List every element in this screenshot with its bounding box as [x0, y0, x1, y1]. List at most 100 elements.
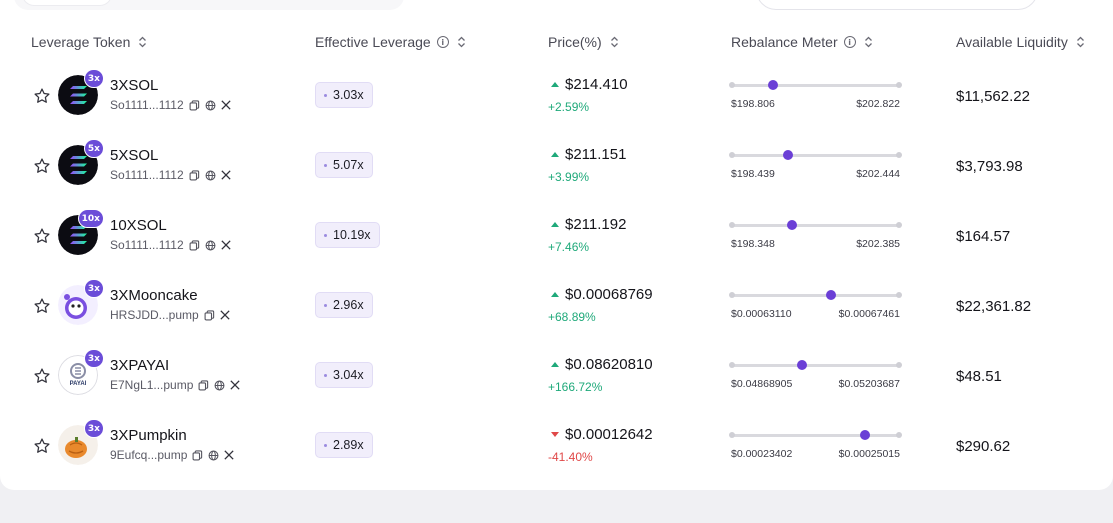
- table-row[interactable]: PAYAI 3x 3XPAYAI E7NgL1...pump 3.04x $0.08620…: [0, 344, 1113, 414]
- meter-high-value: $202.385: [856, 238, 900, 250]
- price-change: +7.46%: [548, 240, 590, 254]
- table-row[interactable]: 3x 3XPumpkin 9Eufcq...pump 2.89x $0.00012642…: [0, 414, 1113, 484]
- favorite-star-icon[interactable]: [33, 367, 51, 385]
- favorite-star-icon[interactable]: [33, 157, 51, 175]
- table-row[interactable]: 10x 10XSOL So1111...1112 10.19x $211.192 +7.4…: [0, 204, 1113, 274]
- column-header-leverage-token[interactable]: Leverage Token: [31, 34, 147, 50]
- token-address: HRSJDD...pump: [110, 308, 199, 322]
- table-header: Leverage Token Effective Leverage i Pric…: [0, 34, 1113, 54]
- globe-icon[interactable]: [214, 380, 225, 391]
- effective-leverage-badge: 10.19x: [315, 222, 380, 248]
- meter-end-dot: [896, 222, 902, 228]
- effective-leverage-value: 5.07x: [333, 158, 364, 172]
- copy-icon[interactable]: [198, 379, 209, 391]
- price-value: $0.00068769: [565, 286, 653, 303]
- price-change: +2.59%: [548, 100, 590, 114]
- copy-icon[interactable]: [204, 309, 215, 321]
- column-header-available-liquidity[interactable]: Available Liquidity: [956, 34, 1085, 50]
- sort-icon[interactable]: [864, 36, 873, 48]
- triangle-up-icon: [551, 362, 559, 367]
- token-name[interactable]: 3XMooncake: [110, 287, 198, 304]
- sort-icon[interactable]: [457, 36, 466, 48]
- price: $0.08620810: [551, 356, 653, 373]
- meter-high-value: $0.00025015: [838, 448, 900, 460]
- x-icon[interactable]: [220, 240, 231, 250]
- sort-icon[interactable]: [1076, 36, 1085, 48]
- meter-start-dot: [729, 432, 735, 438]
- favorite-star-icon[interactable]: [33, 297, 51, 315]
- x-icon[interactable]: [224, 450, 235, 460]
- token-meta: E7NgL1...pump: [110, 378, 241, 392]
- copy-icon[interactable]: [189, 169, 200, 181]
- globe-icon[interactable]: [205, 240, 216, 251]
- meter-low-value: $0.04868905: [731, 378, 793, 390]
- meter-end-dot: [896, 82, 902, 88]
- sort-icon[interactable]: [138, 36, 147, 48]
- token-name[interactable]: 3XPAYAI: [110, 357, 170, 374]
- rebalance-meter: $0.00063110 $0.00067461: [729, 288, 902, 328]
- token-meta: HRSJDD...pump: [110, 308, 230, 322]
- copy-icon[interactable]: [189, 99, 200, 111]
- triangle-up-icon: [551, 292, 559, 297]
- available-liquidity: $290.62: [956, 438, 1011, 455]
- globe-icon[interactable]: [208, 450, 219, 461]
- price-value: $214.410: [565, 76, 628, 93]
- meter-low-value: $0.00023402: [731, 448, 793, 460]
- price-value: $211.151: [565, 146, 627, 163]
- available-liquidity: $48.51: [956, 368, 1002, 385]
- x-icon[interactable]: [230, 380, 241, 390]
- x-icon[interactable]: [220, 170, 231, 180]
- token-name[interactable]: 3XSOL: [110, 77, 159, 94]
- column-header-rebalance-meter[interactable]: Rebalance Meter i: [731, 34, 873, 50]
- token-name[interactable]: 10XSOL: [110, 217, 167, 234]
- available-liquidity: $11,562.22: [956, 88, 1030, 105]
- meter-track: [731, 434, 900, 437]
- info-icon[interactable]: i: [843, 36, 856, 48]
- rebalance-meter: $198.806 $202.822: [729, 78, 902, 118]
- favorite-star-icon[interactable]: [33, 437, 51, 455]
- filter-tab-active[interactable]: [22, 0, 112, 6]
- search-input[interactable]: [756, 0, 1038, 10]
- meter-knob: [783, 150, 793, 160]
- copy-icon[interactable]: [189, 239, 200, 251]
- meter-track: [731, 154, 900, 157]
- sort-icon[interactable]: [610, 36, 619, 48]
- x-icon[interactable]: [220, 100, 231, 110]
- leverage-multiplier-badge: 3x: [83, 69, 104, 88]
- favorite-star-icon[interactable]: [33, 227, 51, 245]
- effective-leverage-badge: 2.96x: [315, 292, 373, 318]
- price: $211.151: [551, 146, 626, 163]
- meter-knob: [768, 80, 778, 90]
- meter-high-value: $202.444: [856, 168, 900, 180]
- copy-icon[interactable]: [192, 449, 203, 461]
- price: $211.192: [551, 216, 626, 233]
- globe-icon[interactable]: [205, 170, 216, 181]
- column-header-effective-leverage[interactable]: Effective Leverage i: [315, 34, 466, 50]
- token-avatar: 3x: [58, 419, 104, 465]
- token-name[interactable]: 5XSOL: [110, 147, 159, 164]
- available-liquidity: $22,361.82: [956, 298, 1032, 315]
- column-label: Available Liquidity: [956, 34, 1068, 50]
- column-header-price[interactable]: Price(%): [548, 34, 619, 50]
- table-row[interactable]: 3x 3XSOL So1111...1112 3.03x $214.410 +2.59% $…: [0, 64, 1113, 134]
- table-row[interactable]: 3x 3XMooncake HRSJDD...pump 2.96x $0.0006876…: [0, 274, 1113, 344]
- info-icon[interactable]: i: [436, 36, 449, 48]
- dot-icon: [324, 443, 327, 447]
- favorite-star-icon[interactable]: [33, 87, 51, 105]
- price: $0.00068769: [551, 286, 653, 303]
- globe-icon[interactable]: [205, 100, 216, 111]
- meter-low-value: $198.348: [731, 238, 775, 250]
- x-icon[interactable]: [220, 310, 230, 320]
- meter-start-dot: [729, 222, 735, 228]
- effective-leverage-value: 3.03x: [333, 88, 364, 102]
- avatar-label: PAYAI: [69, 381, 87, 387]
- token-name[interactable]: 3XPumpkin: [110, 427, 187, 444]
- meter-low-value: $198.439: [731, 168, 775, 180]
- effective-leverage-badge: 5.07x: [315, 152, 373, 178]
- effective-leverage-value: 2.89x: [333, 438, 364, 452]
- meter-knob: [860, 430, 870, 440]
- price-change: -41.40%: [548, 450, 593, 464]
- available-liquidity: $164.57: [956, 228, 1011, 245]
- leverage-token-table: Leverage Token Effective Leverage i Pric…: [0, 0, 1113, 490]
- table-row[interactable]: 5x 5XSOL So1111...1112 5.07x $211.151 +3.99% $…: [0, 134, 1113, 204]
